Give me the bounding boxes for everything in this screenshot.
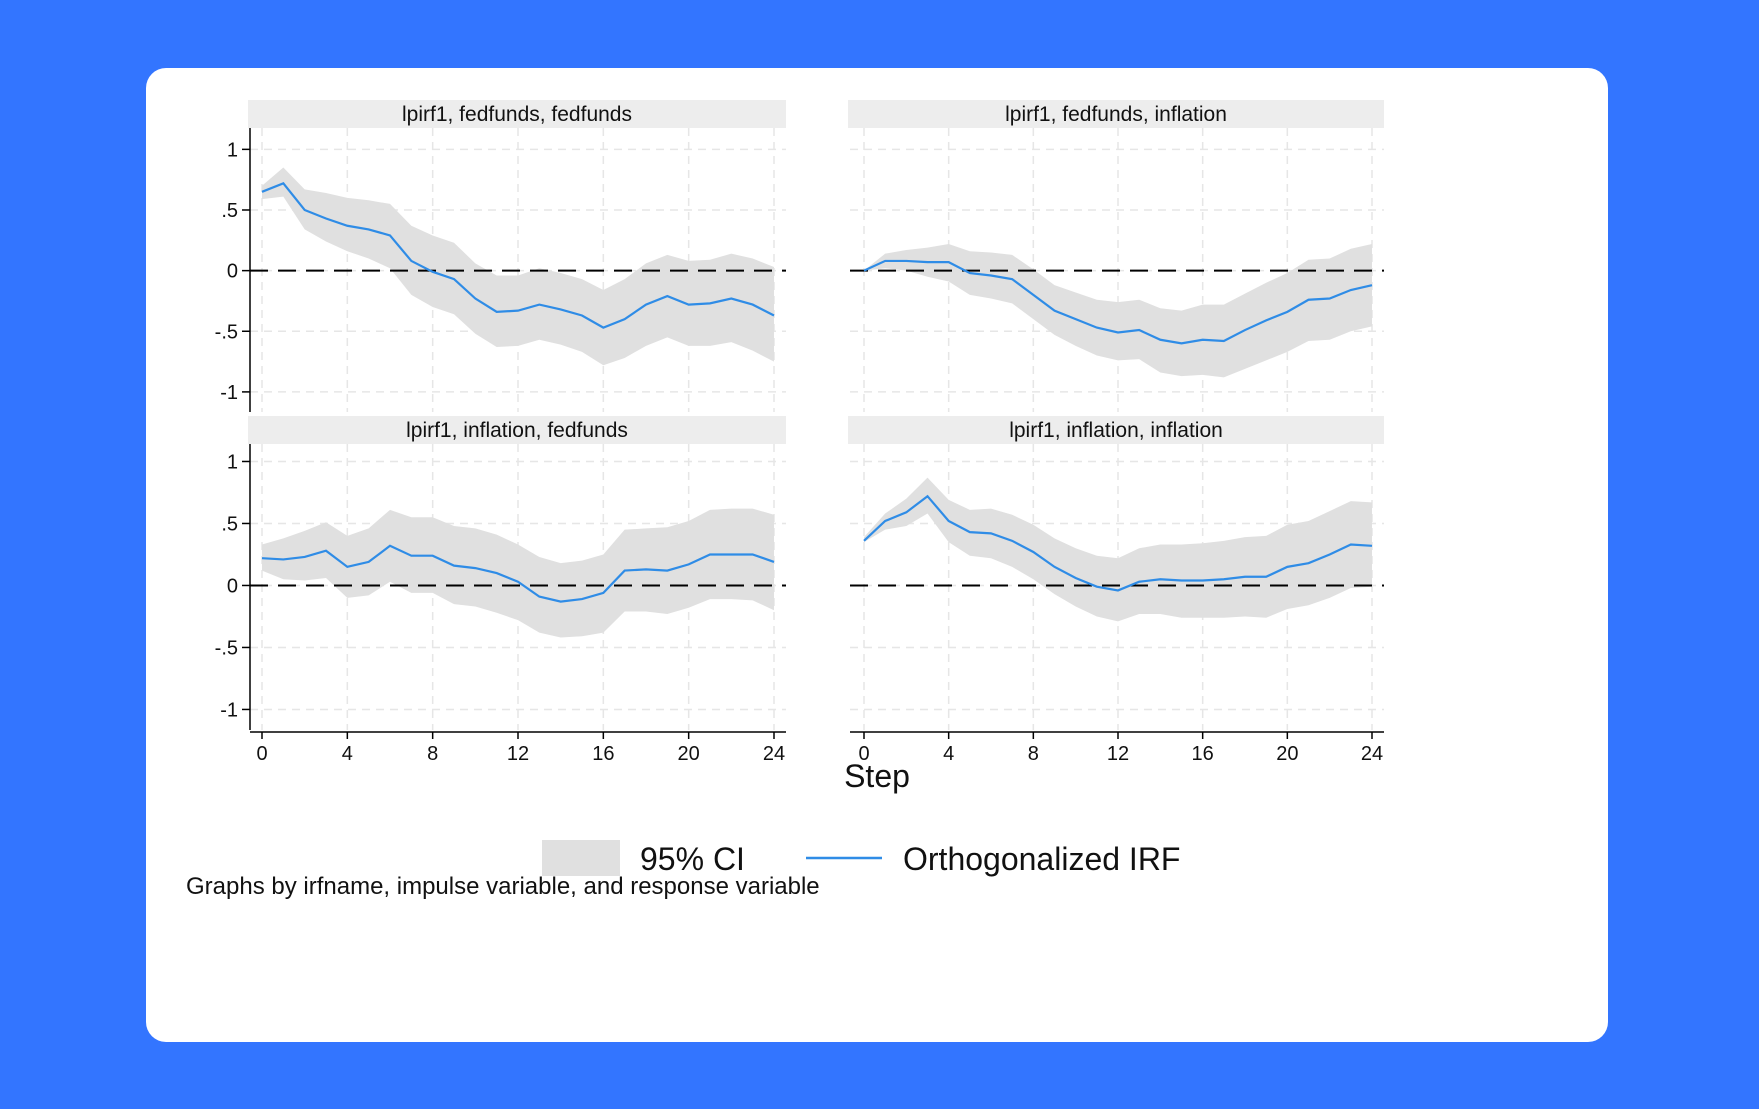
irf-line (863, 259, 1373, 345)
panel-1: lpirf1, fedfunds, fedfunds 1 .5 0 -.5 -1 (215, 100, 786, 412)
chart-card: lpirf1, fedfunds, fedfunds 1.5 0 -.5 -1 lpirf… (146, 68, 1608, 1042)
x-tick-label: 16 (592, 743, 614, 765)
panel-2: lpirf1, fedfunds, inflation (848, 100, 1384, 412)
panel-4: lpirf1, inflation, inflation 0 4 8 12 16 20 24 (848, 416, 1384, 765)
legend-label-ci: 95% CI (640, 841, 745, 877)
ci-band (864, 243, 1372, 378)
y-tick-label: -1 (220, 382, 238, 404)
panel-title: lpirf1, fedfunds, fedfunds (402, 103, 632, 126)
legend: 95% CI Orthogonalized IRF (542, 840, 1180, 877)
y-tick-label: .5 (221, 200, 238, 222)
panel-title: lpirf1, fedfunds, inflation (1005, 103, 1227, 126)
x-tick-label: 4 (943, 743, 954, 765)
panel-title-strip (848, 100, 1384, 128)
legend-label-irf: Orthogonalized IRF (903, 841, 1180, 877)
x-tick-label: 0 (256, 743, 267, 765)
x-tick-label: 24 (763, 743, 785, 765)
panel-title: lpirf1, inflation, fedfunds (406, 419, 628, 442)
y-tick-label: -.5 (215, 321, 238, 343)
irf-line (261, 544, 775, 603)
y-tick-label: -.5 (215, 637, 238, 659)
x-tick-label: 12 (1107, 743, 1129, 765)
panel-3: lpirf1, inflation, fedfunds 1 .5 0 -.5 -1 0 4 8 1… (215, 416, 786, 765)
y-tick-label: 1 (227, 139, 238, 161)
graph-note: Graphs by irfname, impulse variable, and… (186, 873, 820, 900)
x-tick-label: 16 (1192, 743, 1214, 765)
irf-line (261, 181, 775, 329)
x-tick-label: 0 (858, 743, 869, 765)
irf-line (863, 494, 1373, 592)
ci-band (262, 167, 774, 366)
y-tick-label: .5 (221, 513, 238, 535)
y-tick-label: -1 (220, 699, 238, 721)
x-tick-label: 4 (342, 743, 353, 765)
y-tick-label: 0 (227, 575, 238, 597)
legend-swatch-ci (542, 840, 620, 876)
x-tick-label: 8 (1028, 743, 1039, 765)
x-tick-label: 8 (427, 743, 438, 765)
y-tick-label: 1 (227, 451, 238, 473)
x-axis-title: Step (844, 758, 910, 794)
x-tick-label: 12 (507, 743, 529, 765)
x-tick-label: 20 (678, 743, 700, 765)
irf-graph: lpirf1, fedfunds, fedfunds1.50-.5-1lpirf… (186, 100, 1384, 900)
panel-title-strip (848, 416, 1384, 444)
x-tick-label: 24 (1361, 743, 1383, 765)
panel-title-strip (248, 416, 786, 444)
ci-band (262, 508, 774, 638)
x-tick-label: 20 (1276, 743, 1298, 765)
panel-title-strip (248, 100, 786, 128)
panel-title: lpirf1, inflation, inflation (1009, 419, 1223, 442)
y-tick-label: 0 (227, 261, 238, 283)
